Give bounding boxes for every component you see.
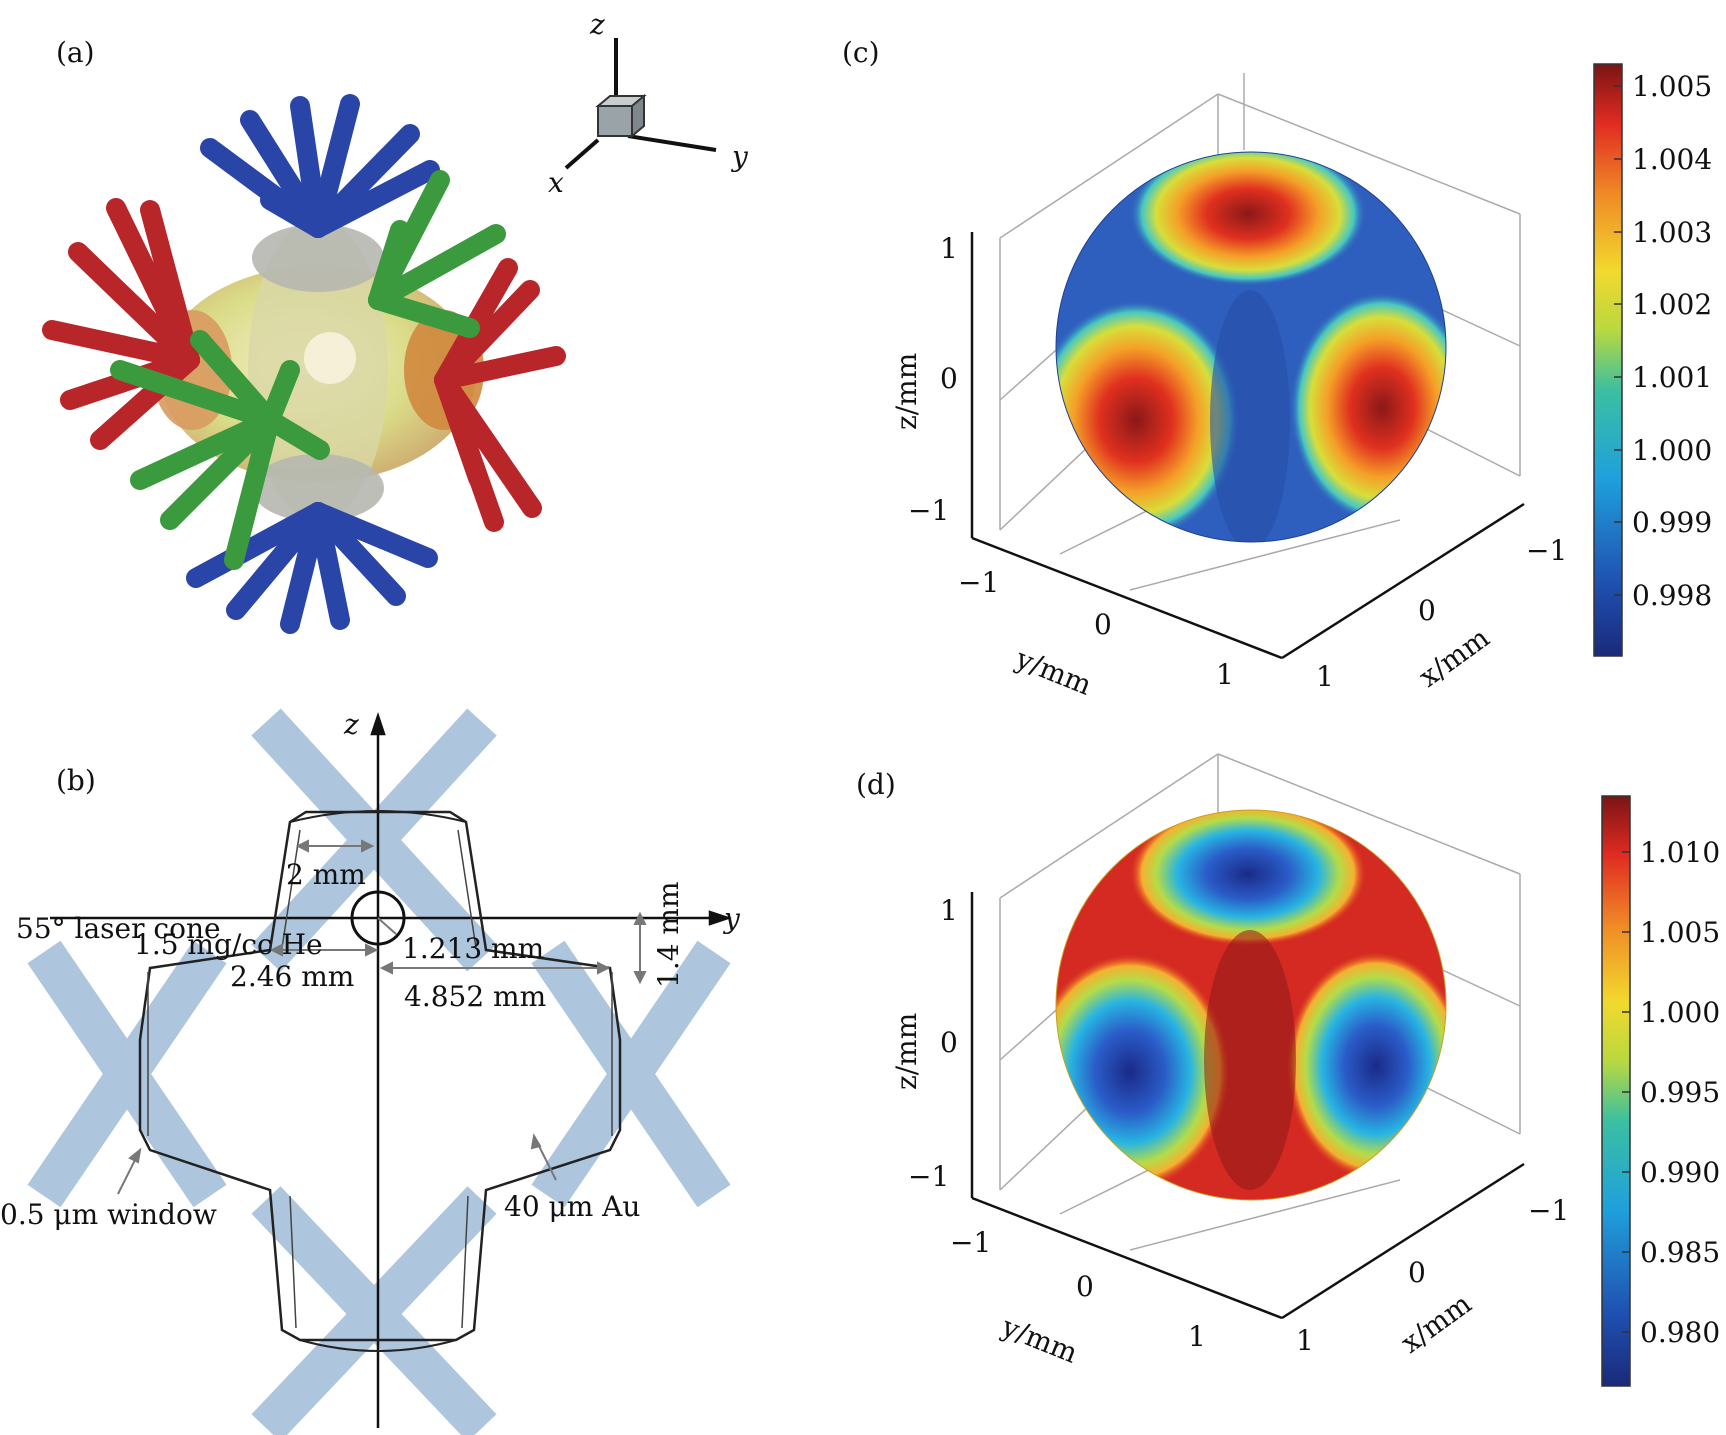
c-y-tick: −1 bbox=[958, 566, 999, 599]
c-axes bbox=[970, 232, 1525, 660]
leh-bottom bbox=[299, 1339, 457, 1352]
d-x-tick: −1 bbox=[1528, 1194, 1569, 1227]
b-y-axis-label: y bbox=[722, 902, 741, 935]
d-colorbar-ticks bbox=[1622, 851, 1630, 1333]
dimension-arrows bbox=[117, 839, 647, 1195]
c-sphere-outline bbox=[1055, 151, 1447, 543]
c-cbar-label: 1.000 bbox=[1632, 434, 1712, 467]
c-cbar-label: 0.999 bbox=[1632, 506, 1712, 539]
c-colorbar bbox=[1593, 63, 1623, 657]
c-cbar-label: 1.005 bbox=[1632, 70, 1712, 103]
d-colorbar bbox=[1601, 795, 1631, 1387]
d-colorbar-labels: 1.010 1.005 1.000 0.995 0.990 0.985 0.98… bbox=[1640, 836, 1720, 1349]
d-x-tick: 1 bbox=[1296, 1324, 1314, 1357]
d-z-axis-label: z/mm bbox=[890, 1013, 923, 1090]
d-sphere-surface bbox=[1056, 810, 1446, 1200]
d-axes bbox=[970, 892, 1525, 1320]
gas-fill-label: 1.5 mg/cc He bbox=[134, 928, 323, 961]
panel-c: (c) bbox=[842, 36, 1712, 702]
c-x-tick: −1 bbox=[1526, 534, 1567, 567]
d-y-tick: −1 bbox=[950, 1226, 991, 1259]
dim-1-4mm: 1.4 mm bbox=[652, 881, 685, 988]
laser-beams-green bbox=[110, 170, 506, 570]
d-cbar-label: 0.985 bbox=[1640, 1236, 1720, 1269]
d-z-tick: 0 bbox=[940, 1026, 958, 1059]
c-z-tick: 1 bbox=[940, 232, 958, 265]
laser-beams-blue bbox=[186, 94, 440, 634]
d-x-ticks: −1 0 1 bbox=[1296, 1194, 1569, 1357]
d-sphere-outline bbox=[1055, 809, 1447, 1201]
c-cbar-label: 1.001 bbox=[1632, 361, 1712, 394]
c-x-axis-label: x/mm bbox=[1413, 621, 1496, 694]
panel-c-label: (c) bbox=[842, 36, 880, 69]
d-y-axis-label: y/mm bbox=[996, 1310, 1082, 1370]
leh-top bbox=[289, 810, 467, 823]
c-z-tick: −1 bbox=[908, 494, 949, 527]
c-z-axis-label: z/mm bbox=[890, 353, 923, 430]
d-x-axis-label: x/mm bbox=[1395, 1287, 1478, 1360]
c-cbar-label: 1.002 bbox=[1632, 288, 1712, 321]
triad-x-label: x bbox=[548, 166, 564, 199]
d-cbar-label: 1.005 bbox=[1640, 916, 1720, 949]
d-x-tick: 0 bbox=[1408, 1256, 1426, 1289]
capsule bbox=[350, 890, 406, 946]
d-cbar-label: 0.990 bbox=[1640, 1156, 1720, 1189]
c-z-ticks: 1 0 −1 bbox=[908, 232, 958, 527]
d-z-tick: −1 bbox=[908, 1160, 949, 1193]
d-y-tick: 0 bbox=[1076, 1270, 1094, 1303]
c-x-ticks: −1 0 1 bbox=[1316, 534, 1567, 693]
c-colorbar-ticks bbox=[1614, 85, 1622, 596]
panel-a-label: (a) bbox=[56, 36, 95, 69]
c-y-ticks: −1 0 1 bbox=[958, 566, 1234, 691]
c-y-tick: 0 bbox=[1094, 608, 1112, 641]
capsule-radius-label: 1.213 mm bbox=[402, 932, 544, 965]
dim-2mm: 2 mm bbox=[286, 858, 366, 891]
dim-2-46mm: 2.46 mm bbox=[230, 960, 354, 993]
d-y-tick: 1 bbox=[1188, 1320, 1206, 1353]
panel-d-label: (d) bbox=[856, 768, 896, 801]
panel-b: (b) z y bbox=[0, 708, 741, 1435]
d-z-tick: 1 bbox=[940, 894, 958, 927]
laser-cones bbox=[27, 708, 731, 1435]
triad-z-label: z bbox=[589, 8, 605, 41]
c-cbar-label: 1.003 bbox=[1632, 216, 1712, 249]
c-x-tick: 1 bbox=[1316, 660, 1334, 693]
d-cbar-label: 1.000 bbox=[1640, 996, 1720, 1029]
hohlraum-outline bbox=[138, 810, 622, 1342]
d-cbar-label: 1.010 bbox=[1640, 836, 1720, 869]
c-z-tick: 0 bbox=[940, 362, 958, 395]
panel-b-label: (b) bbox=[56, 764, 96, 797]
d-cbar-label: 0.980 bbox=[1640, 1316, 1720, 1349]
hohlraum-inner-outline bbox=[147, 829, 613, 1329]
d-y-ticks: −1 0 1 bbox=[950, 1226, 1206, 1353]
b-z-axis-label: z bbox=[343, 708, 359, 741]
axis-triad bbox=[564, 38, 717, 170]
d-z-ticks: 1 0 −1 bbox=[908, 894, 958, 1193]
window-label: 0.5 μm window bbox=[0, 1198, 217, 1231]
panel-d: (d) 1 bbox=[856, 753, 1720, 1387]
b-axes bbox=[50, 712, 732, 1428]
panel-a: (a) z y x bbox=[42, 8, 749, 634]
d-cbar-label: 0.995 bbox=[1640, 1076, 1720, 1109]
dim-4-852mm: 4.852 mm bbox=[404, 980, 546, 1013]
c-y-axis-label: y/mm bbox=[1010, 642, 1096, 702]
c-y-tick: 1 bbox=[1216, 658, 1234, 691]
wall-label: 40 μm Au bbox=[504, 1190, 640, 1223]
c-sphere-surface bbox=[1056, 152, 1446, 542]
c-colorbar-labels: 1.005 1.004 1.003 1.002 1.001 1.000 0.99… bbox=[1632, 70, 1712, 612]
laser-cone-label: 55° laser cone bbox=[16, 912, 221, 945]
c-cbar-label: 0.998 bbox=[1632, 579, 1712, 612]
triad-y-label: y bbox=[730, 140, 749, 173]
c-cbar-label: 1.004 bbox=[1632, 143, 1712, 176]
c-x-tick: 0 bbox=[1418, 594, 1436, 627]
